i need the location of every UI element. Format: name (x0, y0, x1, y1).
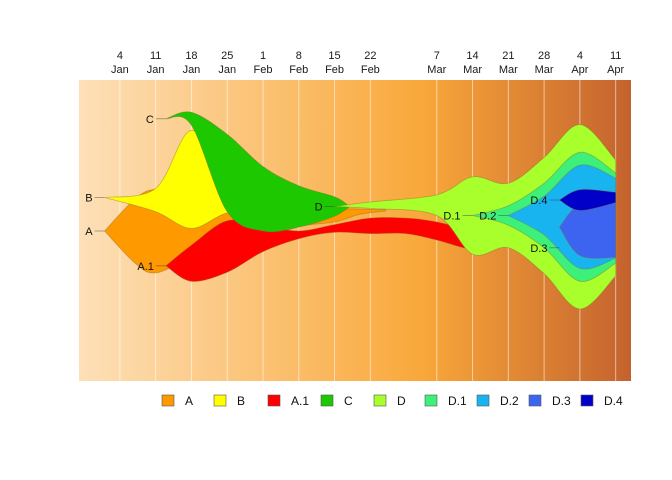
series-label-a: A (85, 226, 93, 238)
x-tick-month: Jan (183, 64, 201, 76)
x-tick-month: Mar (427, 64, 446, 76)
x-tick-month: Jan (147, 64, 165, 76)
legend-label-d-4: D.4 (604, 394, 623, 408)
x-tick-month: Mar (535, 64, 554, 76)
series-label-d-4: D.4 (530, 195, 547, 207)
series-layer (104, 111, 617, 310)
legend-swatch-d-3 (528, 394, 542, 407)
x-tick-month: Feb (254, 64, 273, 76)
x-tick-day: 25 (221, 50, 233, 62)
series-labels: A B C A.1 D D.1 D.2 D.3 D.4 (85, 114, 560, 273)
legend-swatch-d-1 (424, 394, 438, 407)
legend-label-d: D (397, 394, 406, 408)
legend-swatch-b (213, 394, 227, 407)
legend-swatch-d-4 (580, 394, 594, 407)
legend-swatch-a (161, 394, 175, 407)
legend-label-a-1: A.1 (291, 394, 309, 408)
x-tick-month: Mar (463, 64, 482, 76)
x-tick-month: Feb (289, 64, 308, 76)
series-label-d: D (315, 201, 323, 213)
x-tick-month: Apr (607, 64, 624, 76)
x-tick-day: 11 (150, 50, 161, 62)
x-tick-day: 4 (117, 50, 123, 62)
x-tick-day: 8 (296, 50, 302, 62)
legend-label-a: A (185, 394, 193, 408)
legend-swatch-d (373, 394, 387, 407)
x-tick-day: 21 (502, 50, 514, 62)
legend-label-b: B (237, 394, 245, 408)
series-label-d-1: D.1 (443, 211, 460, 223)
x-tick-day: 28 (538, 50, 550, 62)
legend-swatch-d-2 (476, 394, 490, 407)
x-tick-month: Feb (325, 64, 344, 76)
x-tick-month: Apr (571, 64, 588, 76)
x-tick-day: 15 (328, 50, 340, 62)
series-label-d-3: D.3 (530, 243, 547, 255)
series-stream-d-3 (558, 198, 617, 259)
series-label-a-1: A.1 (137, 261, 154, 273)
series-label-b: B (85, 192, 92, 204)
legend-label-d-1: D.1 (448, 394, 467, 408)
legend-label-d-3: D.3 (552, 394, 571, 408)
x-tick-day: 11 (610, 50, 621, 62)
x-tick-day: 1 (260, 50, 266, 62)
series-label-c: C (146, 114, 154, 126)
legend-swatch-c (320, 394, 334, 407)
x-tick-month: Jan (218, 64, 236, 76)
x-tick-month: Mar (499, 64, 518, 76)
legend-label-c: C (344, 394, 353, 408)
x-tick-day: 4 (577, 50, 583, 62)
legend: A B A.1 C D D.1 D.2 D.3 D.4 (161, 394, 623, 408)
series-stream-d-4 (558, 189, 617, 211)
x-tick-month: Feb (361, 64, 380, 76)
legend-swatch-a-1 (267, 394, 281, 407)
x-tick-day: 18 (185, 50, 197, 62)
x-tick-day: 22 (364, 50, 376, 62)
x-tick-day: 7 (434, 50, 440, 62)
x-tick-day: 14 (466, 50, 478, 62)
legend-label-d-2: D.2 (500, 394, 519, 408)
x-tick-month: Jan (111, 64, 129, 76)
x-axis-ticks: 4 Jan 11 Jan 18 Jan 25 Jan 1 Feb 8 Feb 15 Feb 22 Feb 7 Ma… (111, 50, 625, 76)
series-label-d-2: D.2 (479, 211, 496, 223)
